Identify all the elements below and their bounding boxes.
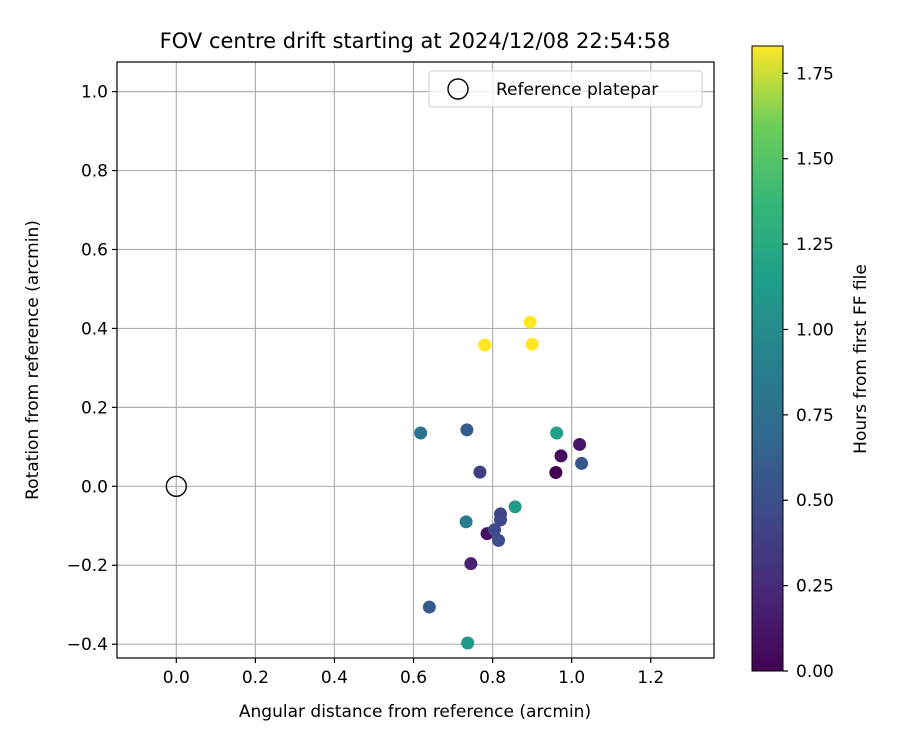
x-tick-label: 0.4 <box>321 668 348 688</box>
reference-platepar-marker <box>165 475 188 498</box>
data-point <box>508 500 522 514</box>
y-tick-label: −0.4 <box>67 635 108 655</box>
legend-entry-reference-platepar: Reference platepar <box>496 80 658 100</box>
data-point <box>464 557 478 571</box>
data-point <box>461 636 475 650</box>
data-point <box>492 533 506 547</box>
colorbar-tick-label: 0.00 <box>796 662 834 682</box>
x-tick-label: 0.8 <box>479 668 506 688</box>
y-tick-label: 0.6 <box>81 240 108 260</box>
data-point <box>414 426 428 440</box>
y-tick-label: 0.4 <box>81 319 108 339</box>
colorbar-tick-label: 0.75 <box>796 406 834 426</box>
colorbar-tick-label: 1.00 <box>796 320 834 340</box>
data-point <box>523 315 537 329</box>
colorbar-label: Hours from first FF file <box>851 264 871 454</box>
colorbar-gradient <box>751 45 784 672</box>
data-point <box>478 338 492 352</box>
data-point <box>573 437 587 451</box>
data-point <box>525 337 539 351</box>
x-tick-label: 1.2 <box>637 668 664 688</box>
colorbar-tick-label: 0.25 <box>796 577 834 597</box>
chart-title: FOV centre drift starting at 2024/12/08 … <box>160 29 671 53</box>
data-point <box>488 523 502 537</box>
colorbar: 0.00 0.25 0.50 0.75 1.00 1.25 1.50 1.75 Hours f… <box>751 45 871 682</box>
colorbar-tick-label: 1.50 <box>796 150 834 170</box>
y-tick-label: 0.8 <box>81 162 108 182</box>
data-point <box>550 426 564 440</box>
points-layer <box>165 315 589 650</box>
data-point <box>473 465 487 479</box>
data-point <box>575 456 589 470</box>
colorbar-tick-label: 1.25 <box>796 235 834 255</box>
x-tick-label: 0.0 <box>163 668 190 688</box>
colorbar-tick-label: 0.50 <box>796 491 834 511</box>
y-tick-label: 1.0 <box>81 83 108 103</box>
y-tick-label: −0.2 <box>67 556 108 576</box>
x-tick-label: 0.6 <box>400 668 427 688</box>
x-tick-label: 0.2 <box>242 668 269 688</box>
data-point <box>494 513 508 527</box>
data-point <box>460 423 474 437</box>
y-axis-label: Rotation from reference (arcmin) <box>23 220 43 500</box>
data-point <box>422 600 436 614</box>
x-axis-label: Angular distance from reference (arcmin) <box>239 702 591 722</box>
tick-layer: 0.0 0.2 0.4 0.6 0.8 1.0 1.2 −0.4 −0.2 0.0 0.2 0.4 0.… <box>67 83 665 688</box>
legend: Reference platepar <box>428 70 703 108</box>
y-tick-label: 0.2 <box>81 398 108 418</box>
colorbar-ticks: 0.00 0.25 0.50 0.75 1.00 1.25 1.50 1.75 <box>783 64 834 682</box>
data-point <box>549 465 563 479</box>
data-point <box>459 515 473 529</box>
data-point <box>554 449 568 463</box>
legend-marker-reference <box>447 78 469 100</box>
x-tick-label: 1.0 <box>558 668 585 688</box>
legend-box <box>428 70 703 108</box>
grid-layer <box>117 62 714 658</box>
colorbar-tick-label: 1.75 <box>796 64 834 84</box>
plot-frame <box>116 61 715 659</box>
y-tick-label: 0.0 <box>81 477 108 497</box>
